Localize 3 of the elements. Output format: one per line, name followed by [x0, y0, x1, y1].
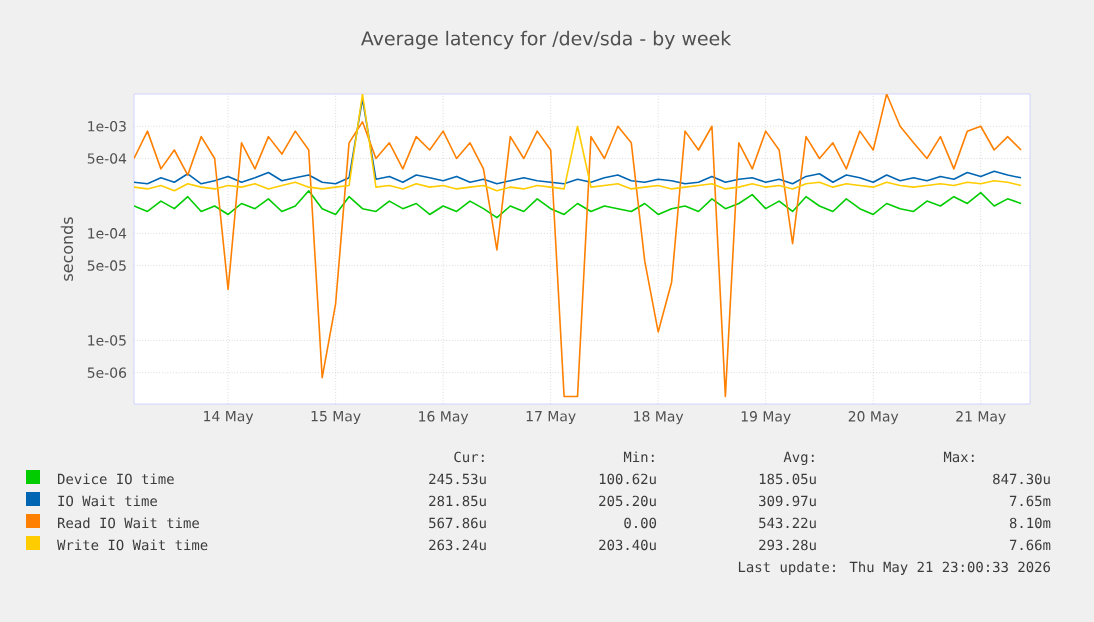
- line-series: [134, 94, 1022, 398]
- chart-title: Average latency for /dev/sda - by week: [361, 30, 732, 50]
- line-series: [134, 189, 1022, 219]
